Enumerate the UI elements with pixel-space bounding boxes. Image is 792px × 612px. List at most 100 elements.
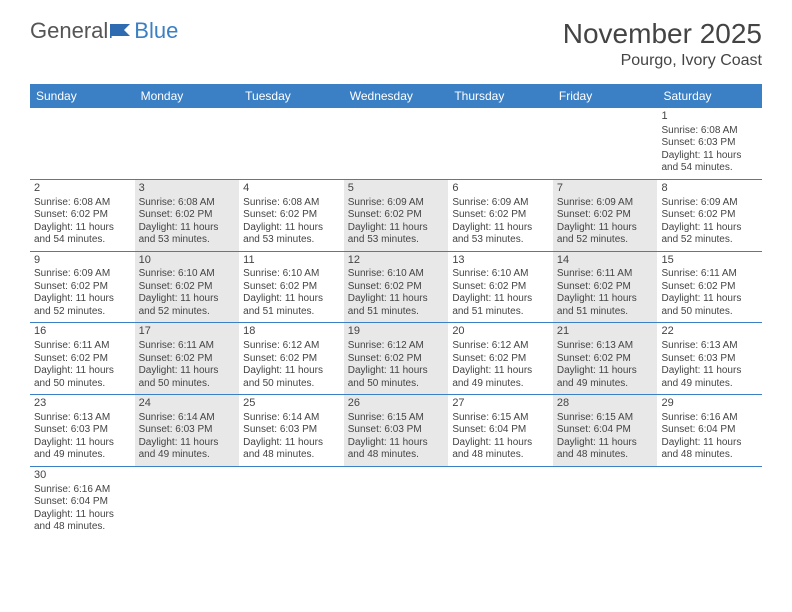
- day-header: Thursday: [448, 84, 553, 108]
- day-cell: 21Sunrise: 6:13 AMSunset: 6:02 PMDayligh…: [553, 323, 658, 394]
- day2-line: and 51 minutes.: [348, 306, 445, 319]
- day-number: 5: [348, 182, 445, 196]
- day-number: 10: [139, 254, 236, 268]
- sunrise-line: Sunrise: 6:14 AM: [243, 412, 340, 425]
- day1-line: Daylight: 11 hours: [452, 437, 549, 450]
- sunset-line: Sunset: 6:02 PM: [661, 281, 758, 294]
- day-cell: 5Sunrise: 6:09 AMSunset: 6:02 PMDaylight…: [344, 180, 449, 251]
- week-row: 23Sunrise: 6:13 AMSunset: 6:03 PMDayligh…: [30, 395, 762, 467]
- day1-line: Daylight: 11 hours: [34, 365, 131, 378]
- day-number: 11: [243, 254, 340, 268]
- day-number: 1: [661, 110, 758, 124]
- day-number: 19: [348, 325, 445, 339]
- sunset-line: Sunset: 6:02 PM: [34, 353, 131, 366]
- day-cell: [448, 467, 553, 538]
- day2-line: and 48 minutes.: [557, 449, 654, 462]
- calendar: SundayMondayTuesdayWednesdayThursdayFrid…: [30, 84, 762, 538]
- day1-line: Daylight: 11 hours: [348, 293, 445, 306]
- sunset-line: Sunset: 6:02 PM: [243, 353, 340, 366]
- day-number: 12: [348, 254, 445, 268]
- day1-line: Daylight: 11 hours: [243, 293, 340, 306]
- day-header: Monday: [135, 84, 240, 108]
- sunset-line: Sunset: 6:02 PM: [243, 281, 340, 294]
- day1-line: Daylight: 11 hours: [452, 293, 549, 306]
- day-cell: 15Sunrise: 6:11 AMSunset: 6:02 PMDayligh…: [657, 252, 762, 323]
- day2-line: and 49 minutes.: [34, 449, 131, 462]
- day1-line: Daylight: 11 hours: [557, 293, 654, 306]
- week-row: 30Sunrise: 6:16 AMSunset: 6:04 PMDayligh…: [30, 467, 762, 538]
- day-number: 27: [452, 397, 549, 411]
- title-block: November 2025 Pourgo, Ivory Coast: [563, 18, 762, 70]
- day-cell: 12Sunrise: 6:10 AMSunset: 6:02 PMDayligh…: [344, 252, 449, 323]
- sunrise-line: Sunrise: 6:09 AM: [348, 197, 445, 210]
- day-cell: 30Sunrise: 6:16 AMSunset: 6:04 PMDayligh…: [30, 467, 135, 538]
- day-number: 23: [34, 397, 131, 411]
- week-row: 1Sunrise: 6:08 AMSunset: 6:03 PMDaylight…: [30, 108, 762, 180]
- sunset-line: Sunset: 6:03 PM: [34, 424, 131, 437]
- day-cell: 4Sunrise: 6:08 AMSunset: 6:02 PMDaylight…: [239, 180, 344, 251]
- logo-text-blue: Blue: [134, 18, 178, 44]
- day2-line: and 52 minutes.: [34, 306, 131, 319]
- sunrise-line: Sunrise: 6:12 AM: [452, 340, 549, 353]
- day-header-row: SundayMondayTuesdayWednesdayThursdayFrid…: [30, 84, 762, 108]
- day-number: 2: [34, 182, 131, 196]
- sunset-line: Sunset: 6:03 PM: [348, 424, 445, 437]
- day2-line: and 50 minutes.: [34, 378, 131, 391]
- logo: General Blue: [30, 18, 178, 44]
- sunrise-line: Sunrise: 6:10 AM: [452, 268, 549, 281]
- day-cell: 6Sunrise: 6:09 AMSunset: 6:02 PMDaylight…: [448, 180, 553, 251]
- day-cell: [344, 467, 449, 538]
- day-cell: 28Sunrise: 6:15 AMSunset: 6:04 PMDayligh…: [553, 395, 658, 466]
- day-cell: 16Sunrise: 6:11 AMSunset: 6:02 PMDayligh…: [30, 323, 135, 394]
- sunset-line: Sunset: 6:04 PM: [452, 424, 549, 437]
- day2-line: and 51 minutes.: [243, 306, 340, 319]
- day-number: 21: [557, 325, 654, 339]
- day1-line: Daylight: 11 hours: [34, 437, 131, 450]
- sunset-line: Sunset: 6:02 PM: [34, 281, 131, 294]
- week-row: 2Sunrise: 6:08 AMSunset: 6:02 PMDaylight…: [30, 180, 762, 252]
- day1-line: Daylight: 11 hours: [661, 437, 758, 450]
- day-number: 22: [661, 325, 758, 339]
- sunset-line: Sunset: 6:03 PM: [661, 353, 758, 366]
- day-cell: 3Sunrise: 6:08 AMSunset: 6:02 PMDaylight…: [135, 180, 240, 251]
- sunrise-line: Sunrise: 6:11 AM: [34, 340, 131, 353]
- day-cell: [657, 467, 762, 538]
- sunset-line: Sunset: 6:02 PM: [348, 281, 445, 294]
- day2-line: and 53 minutes.: [452, 234, 549, 247]
- day-cell: [135, 108, 240, 179]
- day1-line: Daylight: 11 hours: [243, 222, 340, 235]
- day-cell: [239, 467, 344, 538]
- day2-line: and 52 minutes.: [557, 234, 654, 247]
- day-header: Sunday: [30, 84, 135, 108]
- day-header: Friday: [553, 84, 658, 108]
- sunrise-line: Sunrise: 6:09 AM: [557, 197, 654, 210]
- sunset-line: Sunset: 6:02 PM: [557, 281, 654, 294]
- day1-line: Daylight: 11 hours: [661, 222, 758, 235]
- day1-line: Daylight: 11 hours: [452, 222, 549, 235]
- day1-line: Daylight: 11 hours: [348, 437, 445, 450]
- day1-line: Daylight: 11 hours: [139, 293, 236, 306]
- day-cell: 17Sunrise: 6:11 AMSunset: 6:02 PMDayligh…: [135, 323, 240, 394]
- sunset-line: Sunset: 6:02 PM: [348, 209, 445, 222]
- sunset-line: Sunset: 6:04 PM: [34, 496, 131, 509]
- day-cell: [135, 467, 240, 538]
- day-cell: [448, 108, 553, 179]
- flag-icon: [110, 18, 132, 44]
- sunrise-line: Sunrise: 6:16 AM: [34, 484, 131, 497]
- sunset-line: Sunset: 6:04 PM: [661, 424, 758, 437]
- sunset-line: Sunset: 6:02 PM: [661, 209, 758, 222]
- day-cell: 9Sunrise: 6:09 AMSunset: 6:02 PMDaylight…: [30, 252, 135, 323]
- day-number: 16: [34, 325, 131, 339]
- day2-line: and 48 minutes.: [243, 449, 340, 462]
- sunset-line: Sunset: 6:02 PM: [452, 281, 549, 294]
- day2-line: and 50 minutes.: [348, 378, 445, 391]
- month-title: November 2025: [563, 18, 762, 50]
- day-cell: [239, 108, 344, 179]
- sunset-line: Sunset: 6:02 PM: [139, 209, 236, 222]
- sunset-line: Sunset: 6:02 PM: [557, 353, 654, 366]
- sunset-line: Sunset: 6:02 PM: [452, 209, 549, 222]
- day1-line: Daylight: 11 hours: [661, 365, 758, 378]
- day2-line: and 52 minutes.: [661, 234, 758, 247]
- day-header: Saturday: [657, 84, 762, 108]
- sunrise-line: Sunrise: 6:15 AM: [452, 412, 549, 425]
